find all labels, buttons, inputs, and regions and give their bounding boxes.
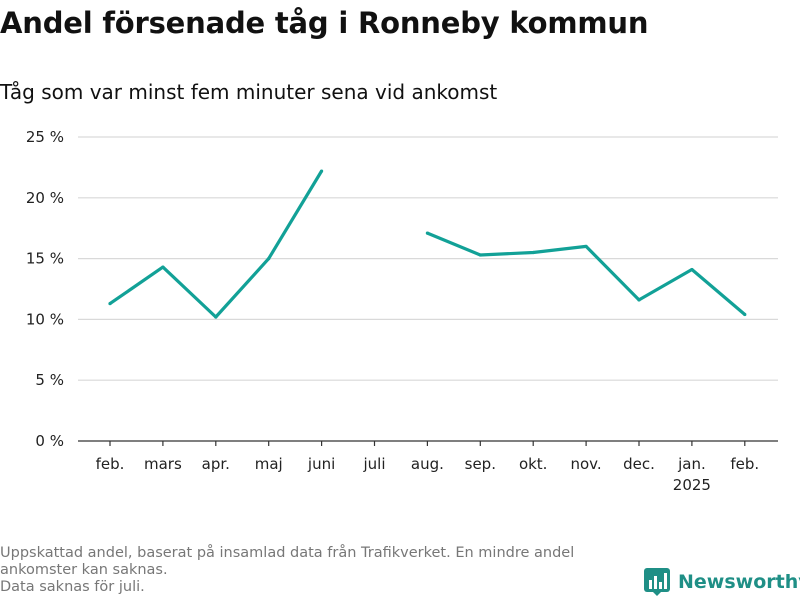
y-tick-label: 0 % — [35, 432, 64, 450]
data-point — [425, 231, 429, 235]
footer-note-line-3: Data saknas för juli. — [0, 579, 145, 595]
x-tick-label: apr. — [202, 455, 230, 473]
y-tick-label: 5 % — [35, 371, 64, 389]
footer-note-line-1: Uppskattad andel, baserat på insamlad da… — [0, 545, 575, 561]
data-point — [214, 315, 218, 319]
data-point — [320, 169, 324, 173]
series-lines — [108, 169, 747, 319]
x-tick-label: juni — [307, 455, 335, 473]
chart-subtitle: Tåg som var minst fem minuter sena vid a… — [0, 80, 498, 104]
data-point — [108, 301, 112, 306]
data-point — [267, 257, 271, 261]
x-tick-label: okt. — [519, 455, 548, 473]
x-tick-label: feb. — [96, 455, 125, 473]
data-point — [478, 253, 482, 257]
footer-note-line-2: ankomster kan saknas. — [0, 562, 168, 578]
x-tick-sublabel: 2025 — [673, 476, 711, 494]
x-tick-label: mars — [144, 455, 182, 473]
x-axis-labels: feb. mars apr. maj juni juli aug. sep. okt. nov. d… — [96, 455, 760, 494]
footer-note: Uppskattad andel, baserat på insamlad da… — [0, 545, 630, 596]
brand-name: Newsworthy — [678, 571, 800, 593]
data-point — [743, 312, 747, 317]
y-tick-label: 10 % — [26, 310, 64, 328]
line-chart: 0 % 5 % 10 % 15 % 20 % 25 % feb. mars apr. maj ju… — [26, 128, 778, 494]
brand-logo: Newsworthy — [644, 568, 800, 596]
x-tick-label: dec. — [623, 455, 655, 473]
x-tick-label: maj — [255, 455, 283, 473]
x-tick-label: nov. — [571, 455, 602, 473]
x-axis-ticks — [109, 441, 746, 446]
x-tick-label: juli — [362, 455, 385, 473]
data-point — [531, 250, 535, 255]
data-point — [161, 265, 165, 269]
series-line-segment — [109, 170, 323, 319]
data-point — [690, 267, 694, 272]
x-tick-label: jan. — [677, 455, 706, 473]
x-tick-label: feb. — [730, 455, 759, 473]
x-tick-label: sep. — [465, 455, 496, 473]
y-tick-label: 15 % — [26, 250, 64, 268]
bar-chart-logo-icon — [644, 568, 670, 596]
y-tick-label: 25 % — [26, 128, 64, 146]
data-point — [637, 298, 641, 302]
y-tick-label: 20 % — [26, 189, 64, 207]
chart-title: Andel försenade tåg i Ronneby kommun — [0, 6, 649, 40]
x-tick-label: aug. — [411, 455, 444, 473]
gridlines — [78, 136, 778, 381]
y-axis-labels: 0 % 5 % 10 % 15 % 20 % 25 % — [26, 128, 64, 450]
data-point — [584, 244, 588, 249]
